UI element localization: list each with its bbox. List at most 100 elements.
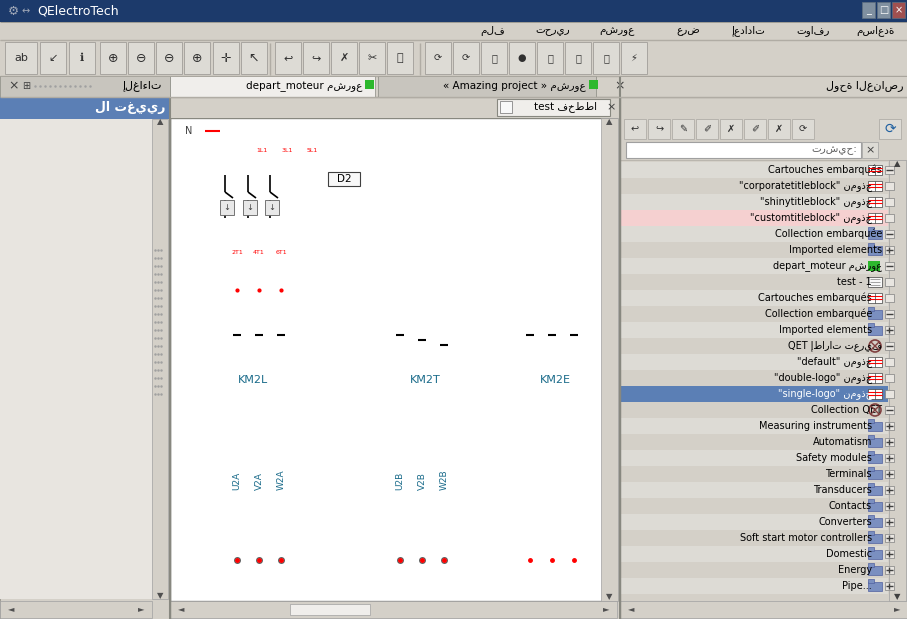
Bar	[40, 42, 66, 74]
Bar	[868, 502, 882, 511]
Bar	[885, 566, 894, 574]
Bar	[620, 194, 888, 210]
Text: ●: ●	[518, 53, 526, 63]
Bar	[497, 99, 610, 116]
Text: "default" نموذج: "default" نموذج	[797, 357, 872, 368]
Text: ⊖: ⊖	[164, 51, 174, 64]
Text: ✐: ✐	[751, 124, 759, 134]
Text: ⟳: ⟳	[799, 124, 807, 134]
Text: ×: ×	[606, 102, 615, 112]
Bar	[868, 230, 882, 239]
Bar	[868, 563, 874, 567]
Text: ◄: ◄	[628, 605, 635, 613]
Bar	[868, 451, 874, 455]
Bar	[868, 246, 882, 255]
Text: ⟳: ⟳	[434, 53, 442, 63]
Bar	[868, 438, 882, 447]
Text: KM2T: KM2T	[410, 375, 441, 385]
Text: مشروع: مشروع	[600, 26, 635, 36]
Bar	[696, 119, 718, 139]
Text: ↓: ↓	[223, 202, 230, 212]
Bar	[620, 322, 888, 338]
Text: Soft start motor controllers: Soft start motor controllers	[740, 533, 872, 543]
Text: ⊖: ⊖	[136, 51, 146, 64]
Bar	[885, 230, 894, 238]
Bar	[184, 42, 210, 74]
Bar	[509, 42, 535, 74]
Bar	[868, 165, 882, 175]
Bar	[621, 42, 647, 74]
Text: « Amazing project » مشروع: « Amazing project » مشروع	[444, 80, 586, 92]
Text: "double-logo" نموذج: "double-logo" نموذج	[774, 373, 872, 383]
Text: لوحة العناصر: لوحة العناصر	[825, 80, 903, 92]
Text: ↓: ↓	[268, 202, 276, 212]
Bar	[868, 373, 882, 383]
Text: Cartouches embarqués: Cartouches embarqués	[768, 165, 882, 175]
Bar	[862, 142, 878, 158]
Bar	[885, 470, 894, 478]
Bar	[620, 290, 888, 306]
Text: Domestic: Domestic	[826, 549, 872, 559]
Text: ▼: ▼	[606, 592, 612, 602]
Bar	[290, 604, 370, 615]
Bar	[303, 42, 329, 74]
Text: ✗: ✗	[727, 124, 735, 134]
Bar	[620, 76, 907, 97]
Bar	[889, 160, 906, 601]
Text: "single-logo" نموذج: "single-logo" نموذج	[778, 389, 872, 399]
Bar	[885, 422, 894, 430]
Bar	[868, 483, 874, 487]
Bar	[868, 467, 874, 471]
Bar	[885, 486, 894, 494]
Bar	[152, 119, 168, 599]
Bar	[885, 278, 894, 286]
Text: test - 1: test - 1	[837, 277, 872, 287]
Bar	[768, 119, 790, 139]
Text: ▲: ▲	[157, 118, 163, 126]
Bar	[170, 76, 375, 97]
Bar	[892, 2, 905, 18]
Bar	[885, 246, 894, 254]
Text: ▲: ▲	[606, 118, 612, 126]
Bar	[868, 582, 882, 591]
Bar	[744, 119, 766, 139]
Bar	[220, 200, 234, 215]
Bar	[868, 435, 874, 439]
Text: ⟳: ⟳	[462, 53, 470, 63]
Bar	[620, 97, 907, 118]
Bar	[626, 142, 861, 158]
Text: N: N	[185, 126, 192, 136]
Bar	[620, 546, 888, 562]
Bar	[885, 326, 894, 334]
Text: ✗: ✗	[775, 124, 783, 134]
Bar	[275, 42, 301, 74]
Bar	[620, 140, 907, 160]
Bar	[620, 226, 888, 242]
Bar	[500, 101, 512, 113]
Bar	[868, 470, 882, 479]
Bar	[0, 119, 170, 599]
Text: ↪: ↪	[311, 53, 321, 63]
Bar	[885, 214, 894, 222]
Text: Transducers: Transducers	[814, 485, 872, 495]
Text: D2: D2	[336, 174, 351, 184]
Text: depart_moteur مشروع: depart_moteur مشروع	[773, 261, 882, 272]
Bar	[877, 2, 890, 18]
Text: V2A: V2A	[255, 472, 264, 490]
Text: ►: ►	[602, 605, 609, 613]
Bar	[0, 40, 907, 76]
Bar	[868, 534, 882, 543]
Text: ⚙: ⚙	[8, 4, 19, 17]
Text: إلغاءات: إلغاءات	[122, 80, 162, 92]
Bar	[620, 354, 888, 370]
Bar	[331, 42, 357, 74]
Text: ×: ×	[614, 79, 625, 92]
Text: 4T1: 4T1	[253, 249, 265, 254]
Text: ↙: ↙	[48, 53, 58, 63]
Bar	[589, 80, 598, 89]
Bar	[885, 358, 894, 366]
Bar	[862, 2, 875, 18]
Bar	[868, 422, 882, 431]
Bar	[885, 374, 894, 382]
Text: U2B: U2B	[395, 472, 405, 490]
